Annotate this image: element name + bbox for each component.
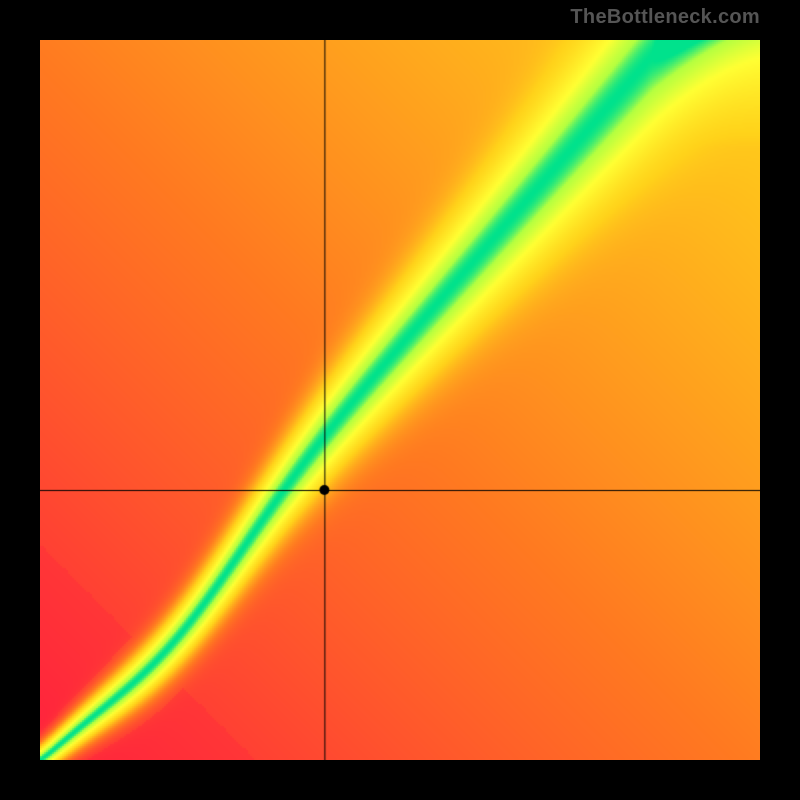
plot-area <box>40 40 760 760</box>
outer-frame: TheBottleneck.com <box>0 0 800 800</box>
watermark-text: TheBottleneck.com <box>570 6 760 29</box>
bottleneck-heatmap <box>40 40 760 760</box>
